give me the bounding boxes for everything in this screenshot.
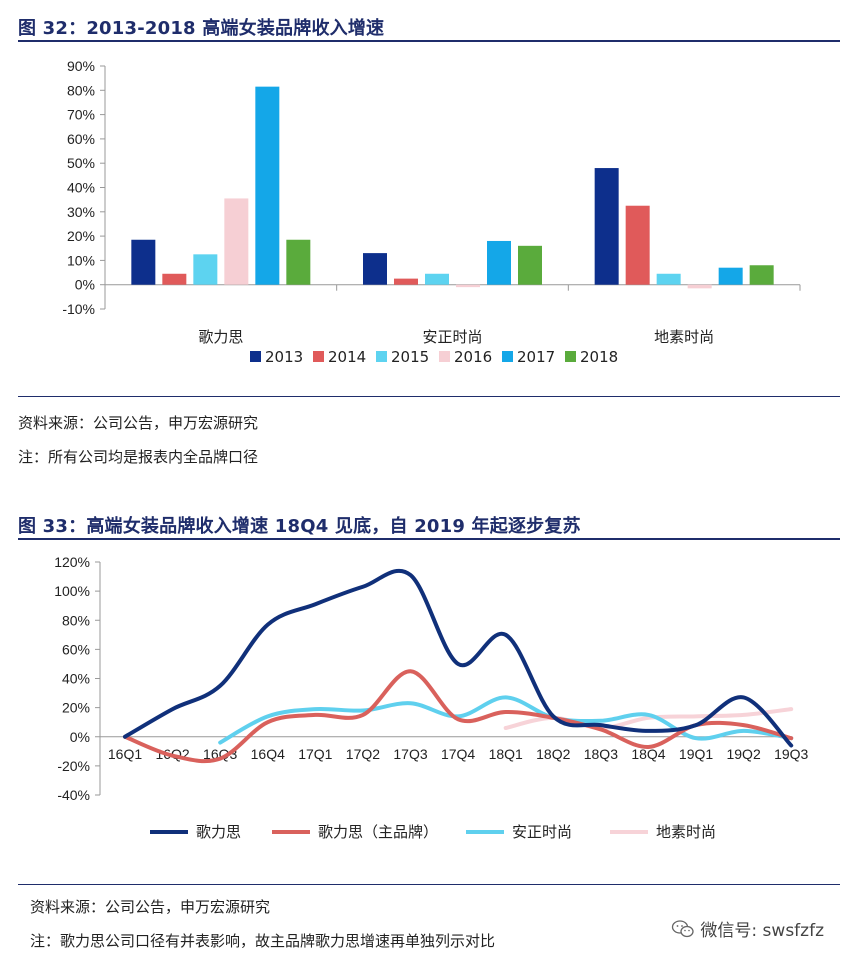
figure2-bottom-rule [18, 884, 840, 885]
y-tick-label: 0% [75, 277, 95, 293]
bar [394, 278, 418, 285]
legend-label: 2015 [391, 348, 429, 366]
figure2-note: 注：歌力思公司口径有并表影响，故主品牌歌力思增速再单独列示对比 [30, 932, 496, 950]
y-tick-label: 100% [54, 583, 90, 599]
x-tick-label: 18Q2 [536, 746, 570, 762]
x-tick-label: 16Q1 [108, 746, 142, 762]
figure2-title-rule [18, 538, 840, 540]
y-tick-label: 60% [67, 131, 95, 147]
x-category-label: 歌力思 [198, 328, 243, 346]
figure1-title-rule [18, 40, 840, 42]
bar [286, 239, 311, 285]
bar [131, 239, 156, 285]
series-line [123, 568, 794, 748]
figure2-source: 资料来源：公司公告，申万宏源研究 [30, 898, 271, 916]
bar [718, 267, 743, 285]
bar [255, 86, 280, 285]
bar [518, 245, 542, 285]
y-tick-label: 70% [67, 107, 95, 123]
figure2-title: 图 33：高端女装品牌收入增速 18Q4 见底，自 2019 年起逐步复苏 [18, 516, 581, 537]
line-chart: -40%-20%0%20%40%60%80%100%120%16Q1 16Q2 16… [54, 554, 808, 841]
x-tick-label: 17Q3 [393, 746, 427, 762]
y-tick-label: 40% [67, 180, 95, 196]
x-tick-label: 17Q2 [346, 746, 380, 762]
bar-chart: -10% 0% 10% 20% 30% 40% 50% 60% 70% 80% 90% 歌力思 安正时尚… [62, 58, 801, 366]
x-tick-label: 17Q1 [298, 746, 332, 762]
bar [656, 273, 681, 285]
series-line [218, 695, 794, 745]
y-tick-label: 20% [62, 700, 90, 716]
y-tick-label: 40% [62, 671, 90, 687]
legend-swatch [250, 351, 261, 362]
legend-swatch [502, 351, 513, 362]
bar [193, 254, 218, 285]
x-category-label: 地素时尚 [654, 328, 714, 346]
figure1-bottom-rule [18, 396, 840, 397]
bar [162, 273, 187, 285]
bar [687, 284, 712, 289]
y-tick-label: 80% [67, 82, 95, 98]
series-line [123, 669, 794, 764]
x-tick-label: 19Q1 [679, 746, 713, 762]
wechat-icon [672, 919, 695, 937]
y-tick-label: -40% [57, 787, 90, 803]
y-tick-label: 30% [67, 204, 95, 220]
bar [625, 205, 650, 285]
x-tick-label: 18Q3 [584, 746, 618, 762]
bar [594, 168, 619, 285]
x-tick-label: 19Q3 [774, 746, 808, 762]
bar [487, 240, 511, 285]
x-tick-label: 16Q3 [203, 746, 237, 762]
x-tick-label: 17Q4 [441, 746, 475, 762]
figure1-title: 图 32：2013-2018 高端女装品牌收入增速 [18, 18, 385, 39]
bar [224, 198, 249, 285]
legend-label: 安正时尚 [512, 823, 572, 841]
y-tick-label: 0% [70, 729, 90, 745]
legend-label: 地素时尚 [656, 823, 716, 841]
legend-swatch [313, 351, 324, 362]
figure1-source: 资料来源：公司公告，申万宏源研究 [18, 414, 259, 432]
x-tick-label: 19Q2 [726, 746, 760, 762]
legend-label: 歌力思（主品牌） [318, 823, 438, 841]
legend-label: 歌力思 [196, 823, 241, 841]
legend-swatch [376, 351, 387, 362]
y-tick-label: 10% [67, 252, 95, 268]
bar [425, 273, 449, 285]
y-tick-label: 90% [67, 58, 95, 74]
legend-swatch [565, 351, 576, 362]
legend-swatch [439, 351, 450, 362]
x-category-label: 安正时尚 [422, 328, 482, 346]
y-tick-label: 60% [62, 641, 90, 657]
y-tick-label: 20% [67, 228, 95, 244]
bar [456, 284, 480, 288]
watermark-text: 微信号: swsfzfz [700, 921, 824, 941]
x-tick-label: 18Q1 [489, 746, 523, 762]
y-tick-label: 50% [67, 155, 95, 171]
y-tick-label: 80% [62, 612, 90, 628]
bar [749, 265, 774, 285]
watermark: 微信号: swsfzfz [672, 916, 824, 941]
y-tick-label: -20% [57, 758, 90, 774]
figure1-note: 注：所有公司均是报表内全品牌口径 [18, 448, 259, 466]
x-tick-label: 16Q4 [251, 746, 285, 762]
legend-label: 2018 [580, 348, 618, 366]
legend-label: 2017 [517, 348, 555, 366]
bar [363, 253, 387, 285]
legend-label: 2013 [265, 348, 303, 366]
legend-label: 2016 [454, 348, 492, 366]
x-tick-label: 18Q4 [631, 746, 665, 762]
y-tick-label: 120% [54, 554, 90, 570]
y-tick-label: -10% [62, 301, 95, 317]
legend-label: 2014 [328, 348, 366, 366]
